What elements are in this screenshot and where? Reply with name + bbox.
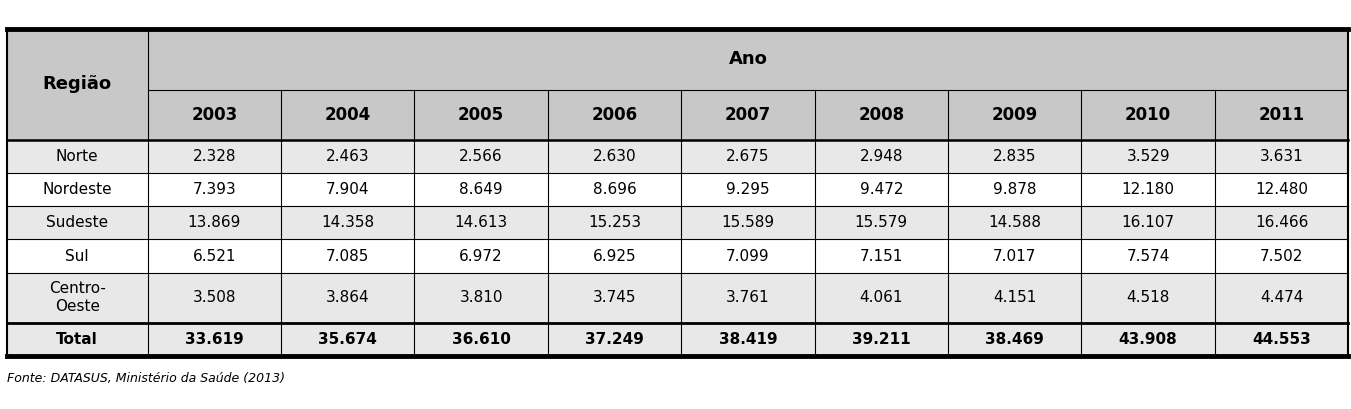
Text: 38.469: 38.469 <box>985 332 1044 347</box>
FancyBboxPatch shape <box>7 239 1348 273</box>
Text: 37.249: 37.249 <box>585 332 644 347</box>
Text: 15.253: 15.253 <box>588 215 642 230</box>
Text: 2.835: 2.835 <box>993 149 1036 164</box>
Text: 4.151: 4.151 <box>993 290 1036 305</box>
Text: 3.529: 3.529 <box>1127 149 1170 164</box>
Text: 3.745: 3.745 <box>593 290 636 305</box>
Text: 3.508: 3.508 <box>193 290 236 305</box>
Text: Sul: Sul <box>65 249 89 263</box>
Text: 14.588: 14.588 <box>989 215 1042 230</box>
Text: 2.328: 2.328 <box>193 149 236 164</box>
Text: 2011: 2011 <box>1259 106 1305 124</box>
Text: 2005: 2005 <box>458 106 504 124</box>
Text: 8.649: 8.649 <box>459 182 503 197</box>
Text: 2009: 2009 <box>992 106 1038 124</box>
Text: 4.061: 4.061 <box>859 290 902 305</box>
Text: 7.502: 7.502 <box>1260 249 1304 263</box>
Text: 13.869: 13.869 <box>188 215 240 230</box>
Text: 6.521: 6.521 <box>193 249 236 263</box>
Text: 2010: 2010 <box>1125 106 1171 124</box>
Text: 3.810: 3.810 <box>459 290 503 305</box>
FancyBboxPatch shape <box>7 273 1348 323</box>
Text: 4.474: 4.474 <box>1260 290 1304 305</box>
Text: 14.358: 14.358 <box>322 215 374 230</box>
Text: 16.466: 16.466 <box>1255 215 1308 230</box>
Text: 8.696: 8.696 <box>593 182 636 197</box>
Text: 2.630: 2.630 <box>593 149 636 164</box>
Text: 7.085: 7.085 <box>326 249 369 263</box>
Text: 44.553: 44.553 <box>1252 332 1310 347</box>
Text: 14.613: 14.613 <box>454 215 508 230</box>
Text: 2006: 2006 <box>592 106 638 124</box>
Text: 12.480: 12.480 <box>1255 182 1308 197</box>
Text: 2008: 2008 <box>858 106 904 124</box>
FancyBboxPatch shape <box>7 173 1348 206</box>
Text: 2.463: 2.463 <box>326 149 370 164</box>
Text: 2.566: 2.566 <box>459 149 503 164</box>
Text: 15.589: 15.589 <box>721 215 774 230</box>
Text: 2007: 2007 <box>725 106 771 124</box>
Text: 7.151: 7.151 <box>859 249 902 263</box>
Text: 2004: 2004 <box>324 106 372 124</box>
Text: Sudeste: Sudeste <box>46 215 108 230</box>
Text: 7.574: 7.574 <box>1127 249 1170 263</box>
Text: 9.472: 9.472 <box>859 182 902 197</box>
Text: Região: Região <box>43 75 112 93</box>
Text: 3.761: 3.761 <box>725 290 770 305</box>
FancyBboxPatch shape <box>7 29 1348 139</box>
Text: 7.017: 7.017 <box>993 249 1036 263</box>
Text: Norte: Norte <box>55 149 99 164</box>
Text: 6.972: 6.972 <box>459 249 503 263</box>
Text: 2.675: 2.675 <box>727 149 770 164</box>
FancyBboxPatch shape <box>7 323 1348 356</box>
Text: 9.295: 9.295 <box>725 182 770 197</box>
Text: 4.518: 4.518 <box>1127 290 1170 305</box>
Text: 2.948: 2.948 <box>859 149 902 164</box>
Text: 7.099: 7.099 <box>725 249 770 263</box>
Text: 9.878: 9.878 <box>993 182 1036 197</box>
Text: 43.908: 43.908 <box>1119 332 1178 347</box>
FancyBboxPatch shape <box>7 139 1348 173</box>
Text: 7.904: 7.904 <box>326 182 369 197</box>
Text: 2003: 2003 <box>192 106 238 124</box>
Text: 3.631: 3.631 <box>1259 149 1304 164</box>
Text: 12.180: 12.180 <box>1121 182 1174 197</box>
FancyBboxPatch shape <box>7 206 1348 239</box>
Text: 38.419: 38.419 <box>719 332 777 347</box>
Text: Total: Total <box>57 332 99 347</box>
Text: 35.674: 35.674 <box>319 332 377 347</box>
Text: 3.864: 3.864 <box>326 290 370 305</box>
Text: 33.619: 33.619 <box>185 332 243 347</box>
Text: Centro-
Oeste: Centro- Oeste <box>49 281 105 315</box>
Text: 36.610: 36.610 <box>451 332 511 347</box>
Text: 6.925: 6.925 <box>593 249 636 263</box>
Text: Nordeste: Nordeste <box>42 182 112 197</box>
Text: 7.393: 7.393 <box>192 182 236 197</box>
Text: 39.211: 39.211 <box>852 332 911 347</box>
Text: 16.107: 16.107 <box>1121 215 1175 230</box>
Text: Fonte: DATASUS, Ministério da Saúde (2013): Fonte: DATASUS, Ministério da Saúde (201… <box>7 372 285 385</box>
Text: 15.579: 15.579 <box>855 215 908 230</box>
Text: Ano: Ano <box>728 50 767 68</box>
